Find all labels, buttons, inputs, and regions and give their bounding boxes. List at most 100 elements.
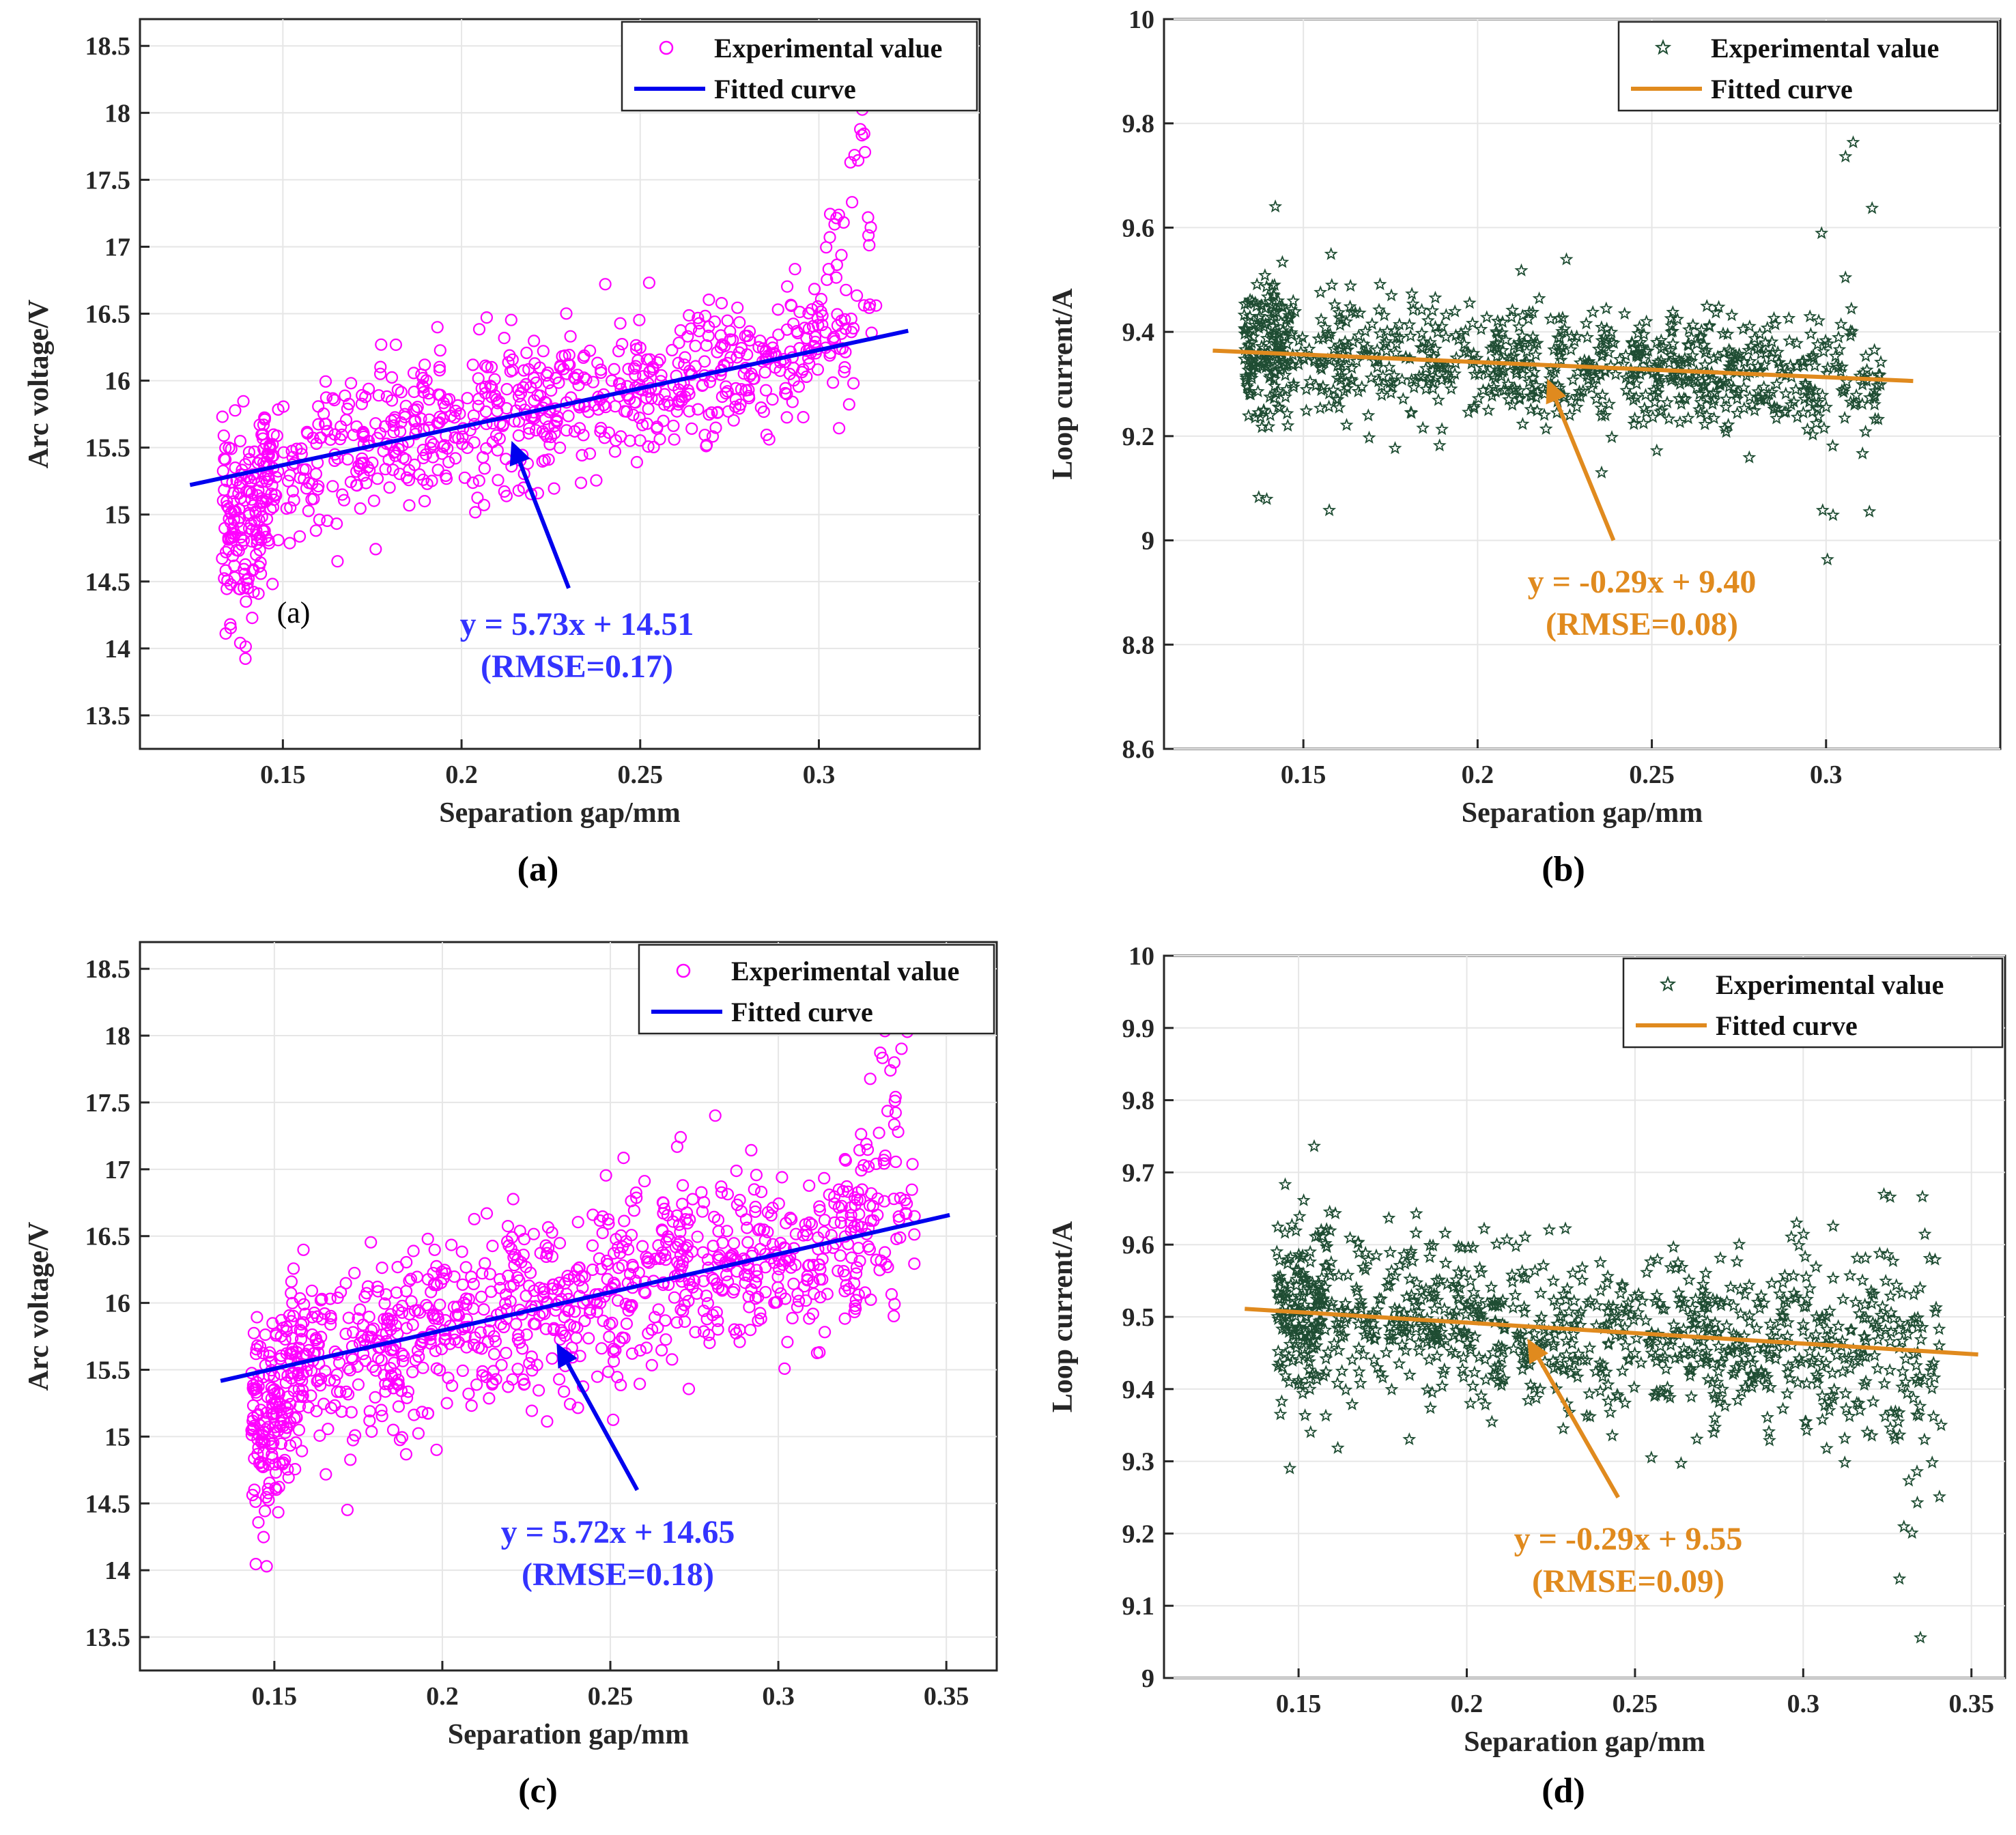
data-point — [1601, 1337, 1615, 1350]
data-point — [1270, 1284, 1285, 1298]
data-point — [448, 411, 461, 424]
data-point — [1865, 201, 1879, 214]
data-point — [1400, 1290, 1414, 1303]
data-point — [1899, 1375, 1913, 1389]
data-point — [705, 406, 718, 419]
data-point — [678, 1298, 691, 1311]
data-point — [1901, 1326, 1915, 1341]
data-point — [1339, 314, 1354, 328]
data-point — [818, 1171, 831, 1185]
data-point — [586, 1263, 599, 1277]
data-point — [1831, 1319, 1845, 1333]
data-point — [309, 524, 322, 537]
data-point — [526, 1364, 539, 1377]
y-tick-label: 15 — [104, 501, 130, 530]
data-point — [1610, 1387, 1624, 1401]
data-point — [258, 472, 271, 485]
data-point — [1296, 1386, 1310, 1399]
data-point — [557, 1385, 571, 1398]
data-point — [452, 431, 465, 445]
data-point — [1623, 388, 1637, 401]
data-point — [1539, 421, 1553, 435]
data-point — [758, 1234, 771, 1247]
data-point — [436, 447, 449, 460]
data-point — [1674, 1456, 1688, 1470]
data-point — [256, 1428, 269, 1441]
data-point — [1811, 1350, 1826, 1365]
data-point — [1330, 1315, 1344, 1329]
data-point — [1757, 1341, 1771, 1354]
data-point — [385, 1369, 398, 1382]
panel-c: 0.15 0.2 0.25 0.3 0.3513.51414.51515.51616.5… — [23, 941, 998, 1810]
data-point — [607, 1346, 620, 1359]
data-point — [1296, 1317, 1310, 1331]
data-point — [1617, 1320, 1632, 1334]
data-point — [757, 405, 770, 418]
x-axis-label: Separation gap/mm — [1462, 797, 1703, 829]
data-point — [1698, 345, 1712, 359]
data-point — [629, 360, 642, 373]
data-point — [250, 528, 263, 541]
data-point — [633, 1378, 647, 1391]
data-point — [1403, 1272, 1417, 1285]
data-point — [1264, 298, 1279, 311]
data-point — [554, 1324, 567, 1337]
fitted-curve-line — [1245, 1307, 1978, 1357]
data-point — [863, 239, 876, 252]
data-point — [1387, 368, 1402, 382]
data-point — [568, 1305, 581, 1318]
data-point — [472, 474, 485, 487]
data-point — [1826, 1270, 1841, 1285]
x-tick-label: 0.25 — [1629, 760, 1675, 789]
data-point — [335, 1405, 348, 1418]
data-point — [1305, 1341, 1320, 1354]
data-point — [251, 533, 264, 546]
data-point — [1830, 1348, 1844, 1361]
inner-panel-label: (a) — [277, 596, 311, 629]
data-point — [702, 408, 715, 421]
data-point — [1776, 1309, 1790, 1322]
data-point — [1815, 1412, 1830, 1426]
data-point — [1302, 341, 1316, 355]
data-point — [620, 1317, 634, 1331]
x-tick-label: 0.2 — [426, 1682, 459, 1711]
fit-rmse: (RMSE=0.08) — [1546, 606, 1738, 642]
data-point — [729, 382, 743, 395]
data-point — [1351, 384, 1365, 398]
data-point — [1324, 1299, 1339, 1313]
data-point — [1254, 339, 1268, 353]
data-point — [1275, 1394, 1289, 1408]
data-point — [1449, 1323, 1463, 1337]
data-point — [642, 1252, 655, 1265]
data-point — [700, 1290, 713, 1303]
data-point — [1839, 1402, 1854, 1415]
data-point — [1684, 1363, 1698, 1377]
data-point — [1499, 332, 1513, 346]
data-point — [438, 1264, 451, 1277]
data-point — [1307, 352, 1321, 366]
data-point — [1836, 1365, 1850, 1378]
data-point — [803, 1179, 816, 1192]
data-point — [1604, 325, 1619, 339]
data-point — [1873, 1325, 1887, 1339]
data-point — [455, 1245, 468, 1258]
data-point — [1562, 1305, 1576, 1318]
data-point — [745, 1283, 758, 1296]
data-point — [645, 1323, 659, 1336]
data-point — [498, 332, 511, 345]
data-point — [1666, 1318, 1681, 1331]
data-point — [1729, 1360, 1743, 1374]
data-point — [1265, 313, 1279, 327]
data-point — [1796, 1317, 1811, 1331]
fitted-curve-line — [189, 328, 909, 487]
data-point — [1259, 317, 1273, 330]
data-point — [249, 505, 262, 518]
data-point — [1874, 1308, 1888, 1322]
data-point — [1843, 395, 1858, 408]
data-point — [774, 1236, 787, 1250]
data-point — [285, 1315, 298, 1328]
data-point — [1562, 1356, 1576, 1369]
data-point — [1754, 393, 1768, 407]
data-point — [659, 1236, 673, 1249]
data-point — [1914, 1332, 1928, 1346]
